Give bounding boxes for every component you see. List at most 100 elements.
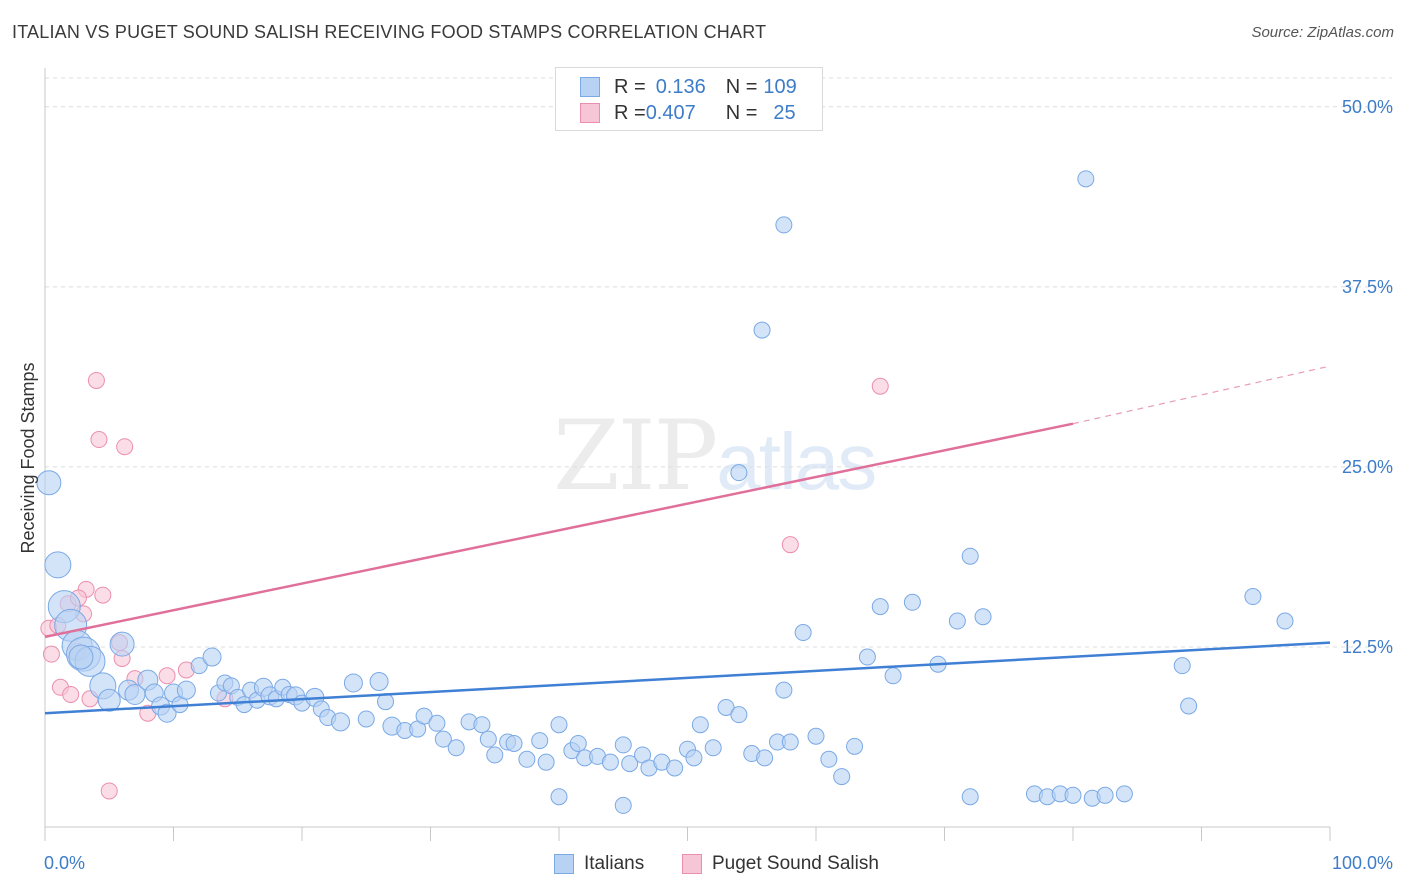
legend-n-label: N = [725, 75, 758, 98]
legend-n-value: 25 [773, 101, 796, 124]
italians-point [781, 733, 799, 751]
italians-point [428, 714, 446, 732]
italians-point [1077, 170, 1095, 188]
italians-point [601, 753, 619, 771]
series-puget-sound-salish [40, 371, 889, 800]
italians-point [202, 647, 222, 667]
puget-sound-salish-point [100, 782, 118, 800]
italians-point [820, 750, 838, 768]
italians-point [331, 712, 351, 732]
legend-r-label: R = [614, 75, 646, 98]
italians-point [1180, 697, 1198, 715]
italians-point [730, 706, 748, 724]
source-label: Source: ZipAtlas.com [1251, 24, 1394, 41]
italians-point [531, 732, 549, 750]
bottom-legend-swatch-puget-sound-salish [682, 854, 702, 874]
puget-sound-salish-point [87, 371, 105, 389]
italians-point [775, 216, 793, 234]
italians-point [357, 710, 375, 728]
puget-sound-salish-point [158, 667, 176, 685]
italians-point [691, 716, 709, 734]
legend-r-value: 0.407 [645, 101, 696, 124]
axes [44, 68, 1331, 841]
italians-point [176, 680, 196, 700]
italians-point [157, 703, 177, 723]
puget-sound-salish-point [90, 431, 108, 449]
italians-point [550, 716, 568, 734]
italians-point [614, 796, 632, 814]
legend-swatch-puget-sound-salish [580, 103, 600, 123]
italians-point [479, 730, 497, 748]
italians-point [666, 759, 684, 777]
legend-n-label: N = [725, 101, 758, 124]
x-tick-label: 0.0% [44, 853, 85, 873]
italians-point [1244, 588, 1262, 606]
watermark: ZIPatlas [553, 400, 877, 512]
italians-point [903, 593, 921, 611]
puget-sound-salish-point [871, 377, 889, 395]
y-axis-title: Receiving Food Stamps [18, 362, 38, 553]
italians-point [1115, 785, 1133, 803]
italians-point [569, 734, 587, 752]
bottom-legend-label-puget-sound-salish: Puget Sound Salish [712, 853, 879, 874]
puget-sound-salish-point [116, 438, 134, 456]
grid [45, 77, 1392, 648]
italians-point [833, 768, 851, 786]
trend-line-italians [44, 641, 1331, 715]
italians-point [807, 727, 825, 745]
italians-point [753, 321, 771, 339]
italians-point [343, 673, 363, 693]
italians-point [434, 730, 452, 748]
trend-line-puget-sound-salish-extension [1072, 365, 1331, 425]
italians-point [109, 631, 135, 657]
legend: R = 0.136 N = 109 R = 0.407 N = 25 [555, 67, 823, 131]
legend-r-value: 0.136 [655, 75, 706, 98]
italians-point [961, 788, 979, 806]
bottom-legend-swatch-italians [554, 854, 574, 874]
italians-point [858, 648, 876, 666]
italians-point [518, 750, 536, 768]
italians-point [36, 470, 62, 496]
italians-point [717, 698, 735, 716]
italians-point [974, 608, 992, 626]
italians-point [1064, 786, 1082, 804]
italians-point [190, 657, 208, 675]
y-tick-label: 37.5% [1342, 277, 1393, 297]
bottom-legend-italians: Italians [554, 851, 644, 877]
italians-point [1173, 657, 1191, 675]
x-tick-label: 100.0% [1332, 853, 1393, 873]
italians-point [97, 688, 121, 712]
italians-point [486, 746, 504, 764]
italians-point [1276, 612, 1294, 630]
watermark-zip: ZIP [553, 400, 718, 512]
italians-point [794, 624, 812, 642]
italians-point [704, 739, 722, 757]
bottom-legend-label-italians: Italians [584, 853, 645, 874]
italians-point [415, 707, 433, 725]
italians-point [730, 464, 748, 482]
legend-row-puget-sound-salish: R = 0.407 N = 25 [580, 101, 796, 125]
series-italians [36, 170, 1294, 814]
italians-point [377, 693, 395, 711]
italians-point [1096, 786, 1114, 804]
bottom-legend-puget-sound-salish: Puget Sound Salish [682, 851, 879, 877]
italians-point [685, 749, 703, 767]
italians-point [961, 547, 979, 565]
italians-point [614, 736, 632, 754]
italians-point [846, 737, 864, 755]
puget-sound-salish-point [62, 685, 80, 703]
puget-sound-salish-point [94, 586, 112, 604]
italians-point [473, 716, 491, 734]
italians-point [537, 753, 555, 771]
legend-r-label: R = [614, 101, 646, 124]
italians-point [550, 788, 568, 806]
italians-point [447, 739, 465, 757]
legend-swatch-italians [580, 77, 600, 97]
italians-point [44, 551, 72, 579]
tick-labels: 12.5% 25.0% 37.5% 50.0% 0.0% 100.0% [44, 97, 1393, 873]
italians-point [505, 734, 523, 752]
y-tick-label: 50.0% [1342, 97, 1393, 117]
chart-title: ITALIAN VS PUGET SOUND SALISH RECEIVING … [12, 22, 767, 42]
legend-row-italians: R = 0.136 N = 109 [580, 75, 797, 99]
